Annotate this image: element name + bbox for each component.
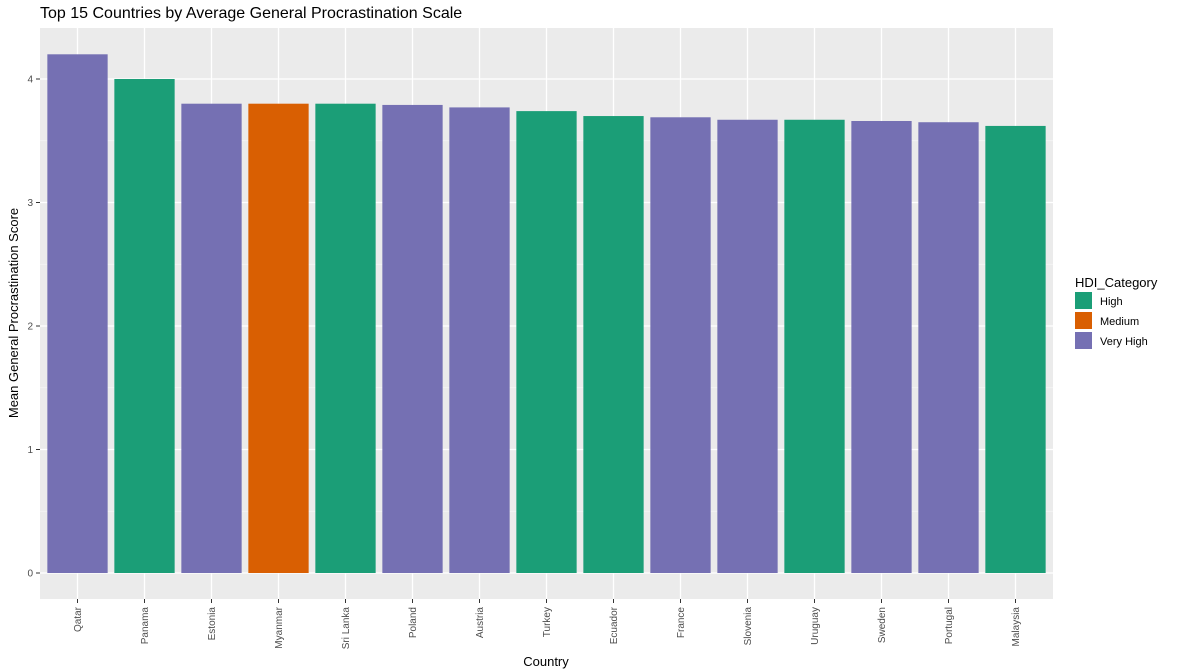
legend-label: Medium (1100, 316, 1139, 328)
bar-france (650, 117, 711, 573)
y-tick-label: 0 (27, 569, 33, 580)
legend-key-medium (1075, 312, 1092, 329)
y-tick-label: 1 (27, 445, 33, 456)
x-tick-label: Sweden (877, 607, 888, 643)
bars (47, 54, 1046, 574)
x-tick-label: Qatar (73, 606, 84, 632)
bar-turkey (516, 111, 577, 574)
legend-title: HDI_Category (1075, 275, 1158, 290)
x-tick-label: Portugal (944, 607, 955, 644)
legend-label: High (1100, 296, 1123, 308)
y-axis-title: Mean General Procrastination Score (6, 208, 21, 418)
bar-portugal (918, 122, 979, 573)
x-tick-label: Sri Lanka (341, 607, 352, 650)
legend-key-very-high (1075, 332, 1092, 349)
chart-title: Top 15 Countries by Average General Proc… (40, 5, 462, 22)
bar-slovenia (717, 119, 778, 573)
bar-ecuador (583, 116, 644, 574)
x-tick-label: Uruguay (810, 607, 821, 645)
y-axis-ticks: 0 1 2 3 4 (27, 75, 40, 580)
x-axis-title: Country (523, 654, 569, 669)
bar-poland (382, 104, 443, 573)
x-tick-label: Poland (408, 607, 419, 638)
x-tick-label: Ecuador (609, 606, 620, 644)
y-tick-label: 3 (27, 198, 33, 209)
x-tick-label: Turkey (542, 607, 553, 637)
bar-sri-lanka (315, 103, 376, 573)
x-tick-label: Myanmar (274, 606, 285, 648)
bar-austria (449, 107, 510, 573)
y-tick-label: 4 (27, 75, 33, 86)
legend-label: Very High (1100, 336, 1148, 348)
legend-key-high (1075, 292, 1092, 309)
bar-myanmar (248, 103, 309, 573)
bar-malaysia (985, 125, 1046, 574)
x-tick-label: Austria (475, 607, 486, 639)
bar-panama (114, 79, 175, 573)
bar-uruguay (784, 119, 845, 573)
y-tick-label: 2 (27, 322, 33, 333)
x-tick-label: Malaysia (1011, 607, 1022, 647)
x-axis-ticks: Qatar Panama Estonia Myanmar Sri Lanka Poland… (73, 599, 1022, 649)
bar-qatar (47, 54, 108, 574)
legend: HDI_Category High Medium Very High (1075, 275, 1158, 349)
x-tick-label: Panama (140, 607, 151, 645)
x-tick-label: Slovenia (743, 607, 754, 646)
x-tick-label: Estonia (207, 607, 218, 641)
bar-sweden (851, 120, 912, 574)
x-tick-label: France (676, 607, 687, 639)
bar-estonia (181, 103, 242, 573)
